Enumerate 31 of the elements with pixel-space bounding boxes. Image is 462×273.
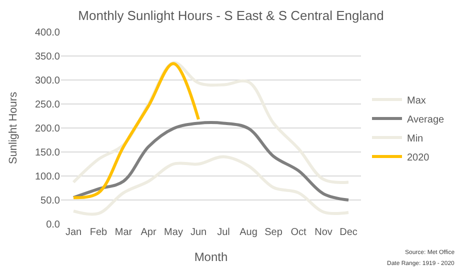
legend-label: Min: [407, 133, 424, 144]
y-tick-label: 100.0: [34, 172, 60, 182]
y-tick-label: 0.0: [46, 220, 60, 230]
y-tick-label: 200.0: [34, 124, 60, 134]
legend-label: Max: [407, 95, 426, 106]
x-tick-label: Dec: [340, 227, 358, 238]
y-tick-label: 150.0: [34, 148, 60, 158]
x-tick-label: Nov: [314, 227, 332, 238]
line-series: [72, 121, 350, 202]
x-tick-label: Sep: [264, 227, 283, 238]
y-tick-label: 300.0: [34, 76, 60, 86]
chart-title: Monthly Sunlight Hours - S East & S Central England: [78, 8, 384, 24]
x-tick-label: May: [164, 227, 183, 238]
y-tick-label: 350.0: [34, 52, 60, 62]
x-tick-label: Apr: [140, 227, 157, 238]
x-tick-label: Jul: [217, 227, 230, 238]
legend-label: Average: [407, 114, 445, 126]
x-tick-label: Jan: [65, 227, 82, 238]
y-tick-label: 50.0: [40, 196, 60, 206]
y-tick-label: 250.0: [34, 100, 60, 110]
x-tick-label: Oct: [290, 227, 306, 238]
line-series: [72, 62, 200, 200]
line-series: [72, 155, 350, 216]
y-axis-title: Sunlight Hours: [8, 91, 20, 164]
x-tick-label: Aug: [240, 227, 258, 238]
x-tick-label: Feb: [90, 227, 108, 238]
x-axis-title: Month: [194, 250, 228, 264]
x-tick-label: Mar: [114, 227, 133, 238]
legend-label: 2020: [407, 152, 430, 164]
y-tick-label: 400.0: [34, 28, 60, 38]
x-tick-label: Jun: [190, 227, 207, 238]
